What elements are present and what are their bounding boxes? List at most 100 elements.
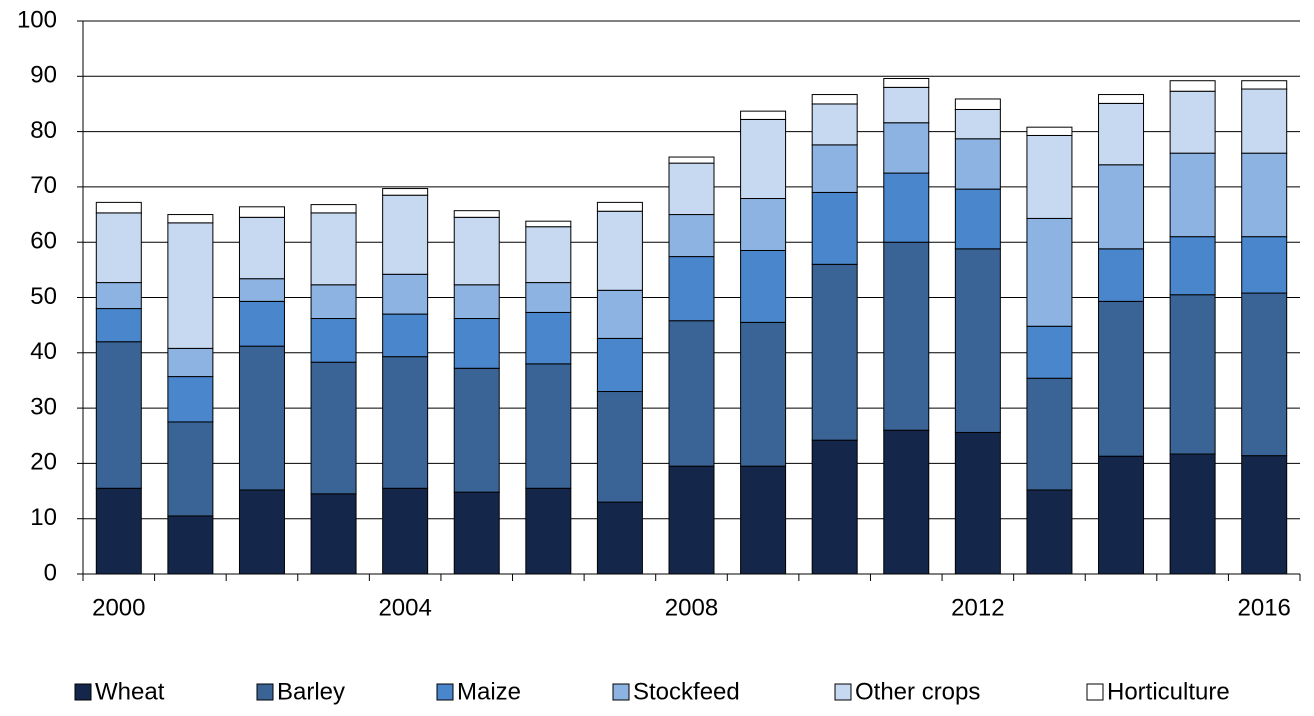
bar-segment: [167, 347, 214, 378]
bar-segment: [238, 216, 285, 280]
bar-segment: [1026, 126, 1073, 136]
bar-segment: [525, 363, 572, 489]
bar-segment: [167, 222, 214, 349]
bar-segment: [525, 220, 572, 228]
y-tick-label: 90: [30, 62, 57, 89]
bar-segment: [811, 94, 858, 105]
bar-segment: [310, 212, 357, 286]
bar-segment: [954, 98, 1001, 110]
bar-segment: [1026, 489, 1073, 575]
bar-segment: [596, 201, 643, 212]
bar-segment: [668, 156, 715, 164]
bar-segment: [525, 311, 572, 365]
bar-segment: [811, 144, 858, 193]
bar-segment: [453, 491, 500, 575]
bar-segment: [238, 489, 285, 575]
bar-segment: [95, 487, 142, 575]
bar-segment: [238, 300, 285, 347]
bar-segment: [811, 191, 858, 265]
bar-segment: [811, 103, 858, 146]
bar-segment: [1241, 236, 1288, 294]
bar-segment: [883, 86, 930, 124]
bar-segment: [596, 501, 643, 575]
bar-segment: [1169, 453, 1216, 575]
bar-segment: [453, 318, 500, 369]
y-tick-label: 50: [30, 283, 57, 310]
y-tick-label: 20: [30, 449, 57, 476]
bar-segment: [382, 487, 429, 575]
bar-segment: [740, 321, 787, 467]
bar-segment: [1169, 90, 1216, 154]
y-tick-label: 30: [30, 393, 57, 420]
y-tick-label: 80: [30, 117, 57, 144]
bar-segment: [1026, 134, 1073, 219]
bar-segment: [310, 284, 357, 320]
y-tick-label: 70: [30, 172, 57, 199]
bar-segment: [1098, 94, 1145, 104]
bar-segment: [167, 515, 214, 575]
legend-swatch: [612, 683, 630, 701]
bar-segment: [95, 212, 142, 284]
legend-label: Horticulture: [1107, 678, 1230, 705]
bar-segment: [1169, 294, 1216, 455]
bar-segment: [883, 78, 930, 88]
bar-segment: [596, 391, 643, 503]
bar-segment: [382, 188, 429, 196]
legend-label: Stockfeed: [633, 678, 740, 705]
x-tick-label: 2000: [92, 594, 145, 621]
bar-segment: [1026, 217, 1073, 327]
bar-segment: [167, 376, 214, 423]
bar-segment: [883, 429, 930, 575]
y-tick-label: 100: [17, 6, 57, 33]
bar-segment: [740, 249, 787, 323]
legend-swatch: [1086, 683, 1104, 701]
legend-swatch: [74, 683, 92, 701]
bar-segment: [525, 282, 572, 313]
bar-segment: [1169, 236, 1216, 296]
y-tick-label: 0: [44, 559, 57, 586]
bar-segment: [1241, 80, 1288, 90]
x-tick-label: 2004: [378, 594, 431, 621]
bar-segment: [238, 278, 285, 302]
bar-segment: [1098, 102, 1145, 166]
bar-segment: [95, 308, 142, 343]
bar-segment: [1026, 377, 1073, 491]
bar-segment: [453, 367, 500, 493]
bar-segment: [382, 273, 429, 315]
bar-segment: [167, 214, 214, 224]
legend-swatch: [436, 683, 454, 701]
bar-segment: [95, 282, 142, 310]
bar-segment: [310, 493, 357, 575]
bar-segment: [382, 356, 429, 489]
bar-segment: [95, 341, 142, 489]
bar-segment: [668, 320, 715, 467]
bar-segment: [883, 241, 930, 431]
y-tick-label: 60: [30, 228, 57, 255]
y-tick-label: 40: [30, 338, 57, 365]
bar-segment: [954, 138, 1001, 190]
bar-segment: [453, 284, 500, 320]
bar-segment: [1026, 325, 1073, 379]
legend-swatch: [256, 683, 274, 701]
bar-segment: [596, 337, 643, 393]
bar-segment: [310, 318, 357, 363]
bar-segment: [238, 345, 285, 491]
bar-segment: [453, 210, 500, 218]
bar-segment: [740, 198, 787, 251]
bar-segment: [1241, 455, 1288, 575]
bar-segment: [1169, 152, 1216, 238]
bar-segment: [95, 201, 142, 214]
bar-segment: [453, 216, 500, 286]
legend-label: Wheat: [95, 678, 165, 705]
bar-segment: [382, 194, 429, 275]
bar-segment: [1241, 88, 1288, 154]
x-tick-label: 2012: [951, 594, 1004, 621]
bar-segment: [382, 313, 429, 358]
x-tick-label: 2016: [1238, 594, 1291, 621]
x-tick-label: 2008: [665, 594, 718, 621]
bar-segment: [883, 122, 930, 174]
legend-label: Barley: [277, 678, 345, 705]
bar-segment: [310, 204, 357, 214]
bar-segment: [1098, 164, 1145, 250]
bar-segment: [525, 487, 572, 575]
